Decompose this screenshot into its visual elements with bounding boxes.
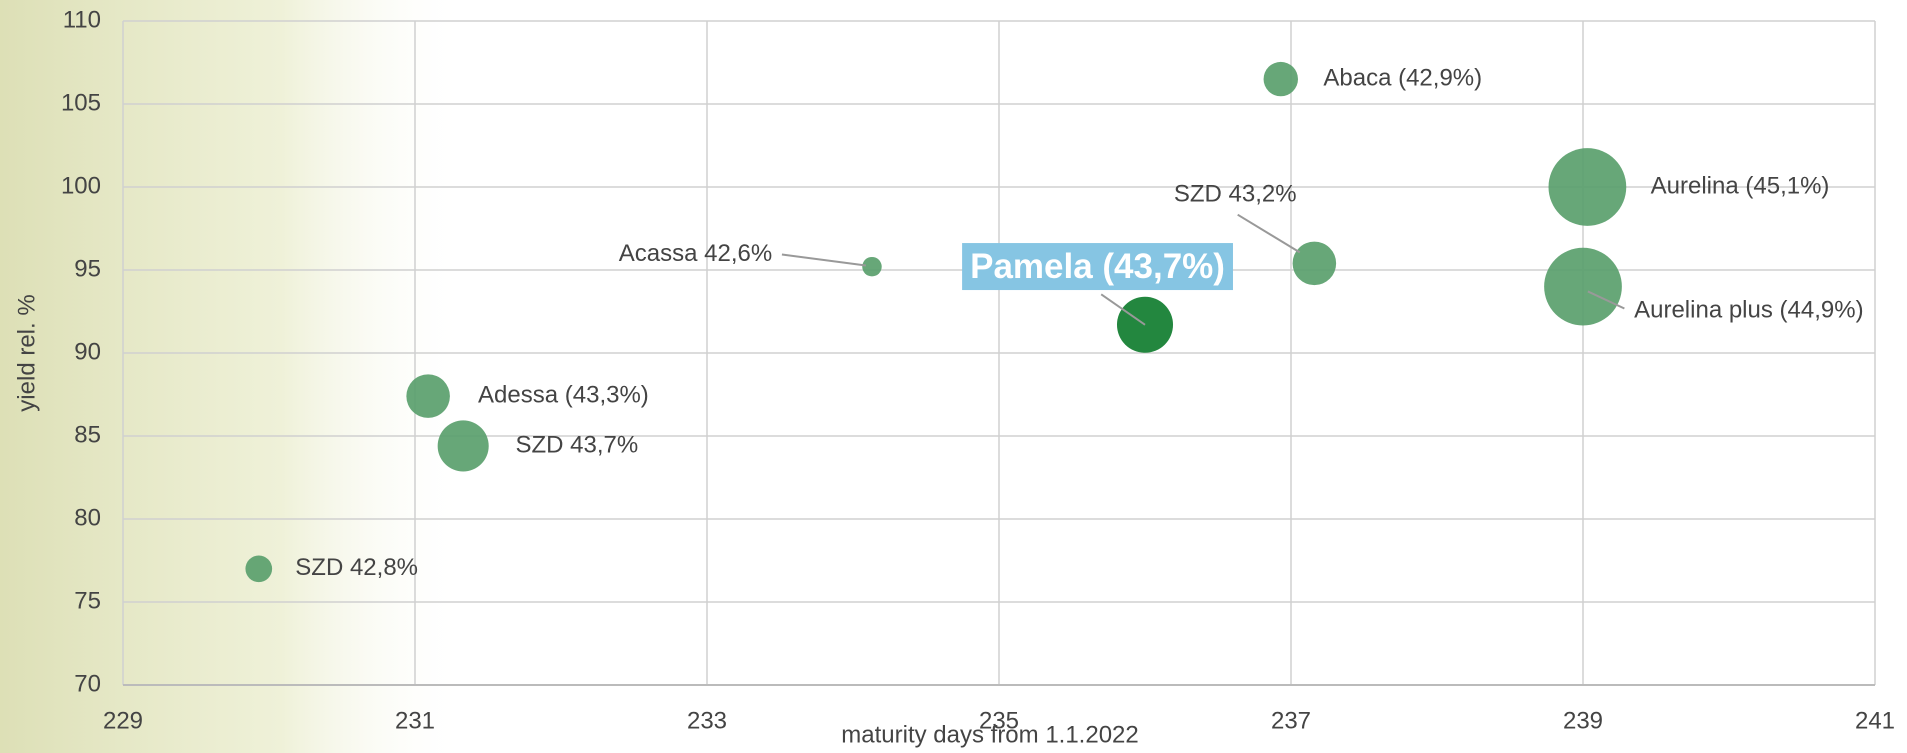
bubble [1264,62,1298,96]
highlight-label: Pamela (43,7%) [970,247,1225,286]
x-tick-label: 241 [1855,707,1895,734]
y-tick-label: 110 [63,6,101,33]
x-tick-label: 239 [1563,707,1603,734]
bubble [245,555,272,582]
leader-line [782,255,866,266]
x-tick-label: 233 [687,707,727,734]
y-tick-label: 105 [61,89,101,116]
data-label: SZD 43,7% [516,431,639,458]
data-label: Abaca (42,9%) [1323,64,1482,91]
bubble [1293,242,1337,286]
x-tick-label: 235 [979,707,1019,734]
y-tick-label: 100 [61,172,101,199]
bubble [862,257,881,276]
data-label: Aurelina (45,1%) [1651,172,1830,199]
x-tick-label: 229 [103,707,143,734]
x-tick-label: 237 [1271,707,1311,734]
data-label: SZD 43,2% [1174,181,1297,208]
y-tick-label: 70 [74,670,101,697]
data-label: Aurelina plus (44,9%) [1634,296,1863,323]
y-tick-label: 75 [74,587,101,614]
data-label: SZD 42,8% [295,554,418,581]
bubble [1549,148,1627,226]
y-tick-label: 85 [74,421,101,448]
data-label: Adessa (43,3%) [478,382,649,409]
y-tick-label: 90 [74,338,101,365]
x-tick-label: 231 [395,707,435,734]
y-axis-title: yield rel. % [13,294,40,411]
bubble [438,420,489,471]
y-tick-label: 80 [74,504,101,531]
data-label: Acassa 42,6% [619,240,772,267]
y-tick-label: 95 [74,255,101,282]
bubble [406,374,450,418]
page: maturity days from 1.1.2022 yield rel. %… [0,0,1907,753]
bubble [1544,248,1622,326]
chart: maturity days from 1.1.2022 yield rel. %… [0,0,1907,753]
